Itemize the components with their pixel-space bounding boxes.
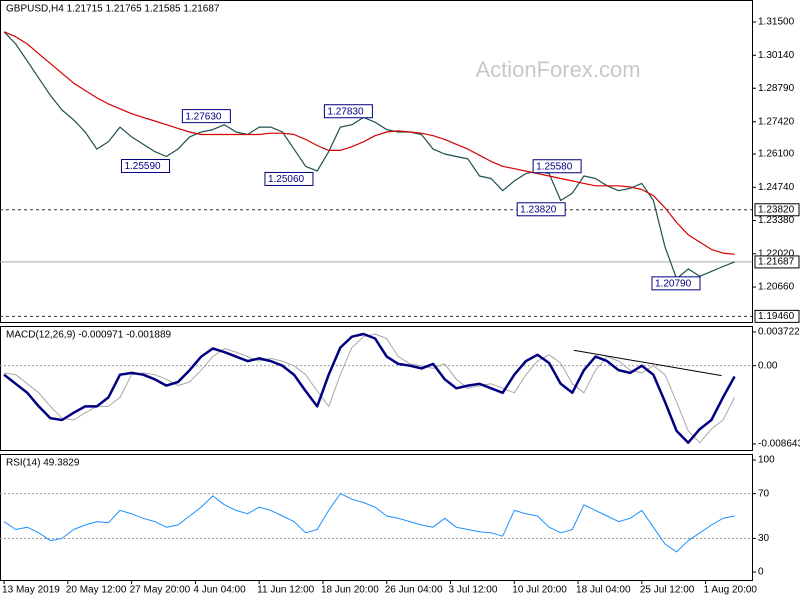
x-tick-label: 27 May 20:00 — [130, 585, 191, 596]
annotation-box — [120, 159, 170, 174]
annotation-label: 1.25590 — [124, 161, 161, 172]
annotation-label: 1.27630 — [185, 111, 222, 122]
panel-title: RSI(14) 49.3829 — [6, 458, 80, 469]
annotation-box — [532, 159, 582, 174]
annotation-label: 1.23820 — [520, 204, 557, 215]
y-tick-label: 100 — [758, 455, 775, 466]
watermark: ActionForex.com — [475, 57, 640, 82]
y-tick-label: 0 — [758, 567, 764, 578]
series-line — [3, 332, 736, 444]
annotation-box — [516, 202, 566, 217]
y-tick-label: -0.008643 — [758, 439, 800, 450]
price-label-box — [754, 203, 800, 217]
x-tick-label: 26 Jun 04:00 — [385, 585, 443, 596]
annotation-label: 1.20790 — [655, 278, 692, 289]
panel-frame — [0, 0, 753, 323]
annotation-box — [323, 104, 373, 119]
y-tick-label: 1.28790 — [758, 83, 795, 94]
price-label: 1.21687 — [758, 257, 795, 268]
x-tick-label: 3 Jul 12:00 — [449, 585, 498, 596]
x-tick-label: 1 Aug 20:00 — [704, 585, 758, 596]
annotation-label: 1.25060 — [268, 174, 305, 185]
x-tick-label: 20 May 12:00 — [66, 585, 127, 596]
panel-frame — [0, 454, 753, 581]
y-tick-label: 1.24740 — [758, 182, 795, 193]
annotation-box — [651, 276, 701, 291]
y-tick-label: 1.26100 — [758, 149, 795, 160]
series-line — [3, 493, 735, 553]
y-tick-label: 0.00 — [758, 360, 778, 371]
annotation-box — [264, 171, 314, 186]
y-tick-label: 1.30140 — [758, 50, 795, 61]
price-label-box — [754, 255, 800, 269]
y-tick-label: 1.22020 — [758, 248, 795, 259]
series-line — [3, 31, 735, 280]
y-tick-label: 1.27420 — [758, 116, 795, 127]
x-tick-label: 4 Jun 04:00 — [193, 585, 246, 596]
x-tick-label: 18 Jul 04:00 — [576, 585, 631, 596]
panel-frame — [0, 326, 753, 451]
annotation-label: 1.25580 — [536, 161, 573, 172]
y-tick-label: 1.20660 — [758, 282, 795, 293]
panel-title: MACD(12,26,9) -0.000971 -0.001889 — [6, 330, 172, 341]
x-tick-label: 13 May 2019 — [2, 585, 60, 596]
price-label: 1.19460 — [758, 311, 795, 322]
series-line — [3, 31, 735, 255]
panel-title: GBPUSD,H4 1.21715 1.21765 1.21585 1.2168… — [6, 4, 220, 15]
price-label: 1.23820 — [758, 204, 795, 215]
annotation-label: 1.27830 — [327, 106, 364, 117]
y-tick-label: 1.31500 — [758, 17, 795, 28]
x-tick-label: 10 Jul 20:00 — [512, 585, 567, 596]
y-tick-label: 1.23380 — [758, 215, 795, 226]
x-tick-label: 11 Jun 12:00 — [257, 585, 315, 596]
price-label-box — [754, 309, 800, 323]
annotation-box — [181, 109, 231, 124]
x-tick-label: 25 Jul 12:00 — [640, 585, 695, 596]
trendline — [573, 349, 722, 377]
y-tick-label: 30 — [758, 533, 770, 544]
x-tick-label: 18 Jun 20:00 — [321, 585, 379, 596]
y-tick-label: 0.003722 — [758, 327, 800, 338]
y-tick-label: 70 — [758, 488, 770, 499]
